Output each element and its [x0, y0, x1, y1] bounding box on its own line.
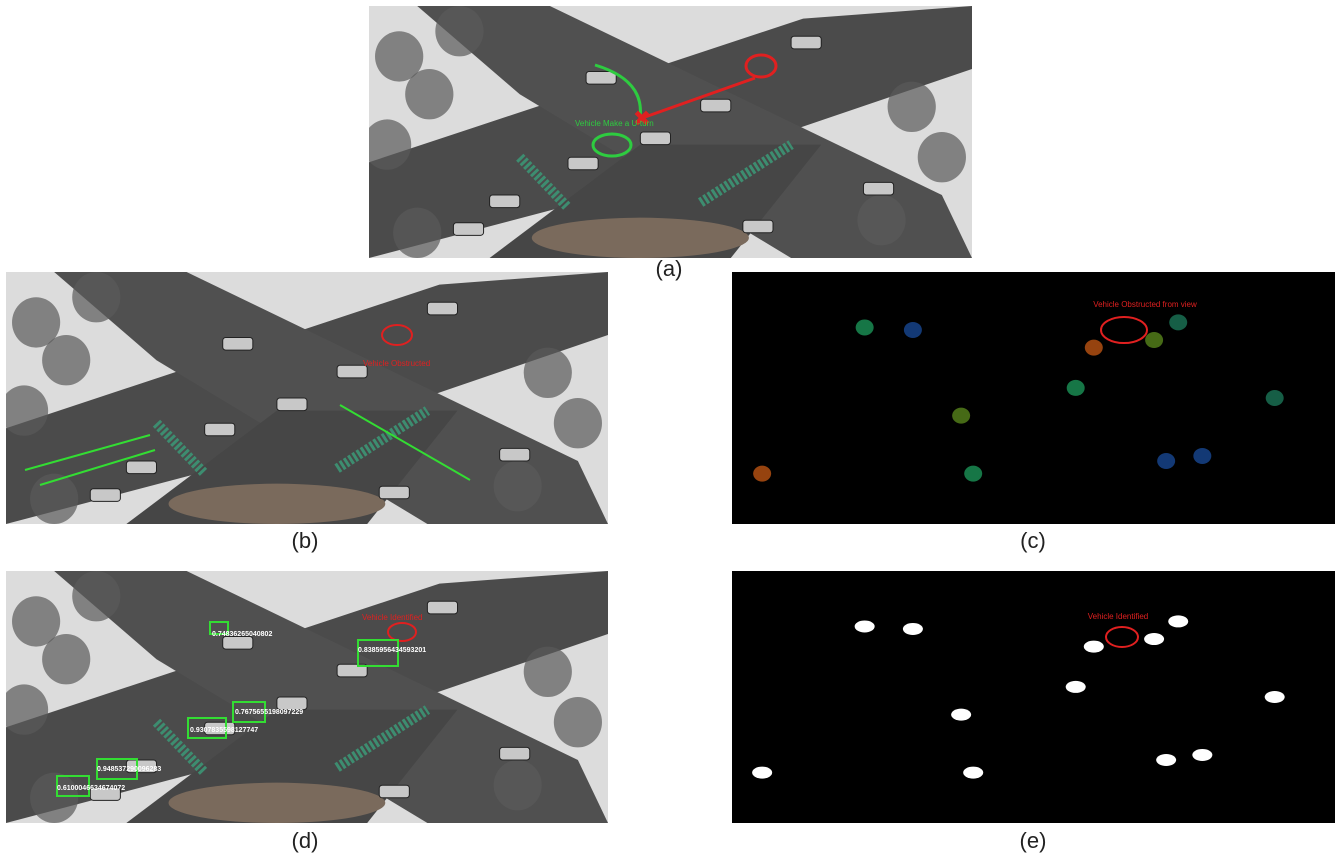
blob [1144, 633, 1164, 645]
car [223, 338, 253, 351]
blob [1168, 615, 1188, 627]
tree [494, 760, 542, 810]
dirt [169, 783, 386, 823]
car [223, 637, 253, 650]
tree [72, 571, 120, 621]
tree [405, 69, 453, 119]
blob [952, 408, 970, 424]
car [500, 747, 530, 760]
annotation: Vehicle Obstructed [363, 359, 430, 368]
car [743, 220, 773, 233]
blob [1192, 749, 1212, 761]
tree [42, 335, 90, 385]
car [90, 489, 120, 502]
dirt [532, 218, 749, 258]
caption: (d) [292, 828, 319, 853]
tree [888, 82, 936, 132]
dirt [169, 484, 386, 524]
car [126, 461, 156, 474]
car [586, 72, 616, 85]
blob [856, 319, 874, 335]
tree [72, 272, 120, 322]
confidence: 0.948537290096283 [97, 766, 161, 773]
confidence: 0.74836265040802 [212, 631, 272, 638]
figure: ✖Vehicle Make a U-turn Vehicle Obstructed… [0, 0, 1340, 858]
car [701, 99, 731, 112]
caption: (b) [292, 528, 319, 553]
confidence: 0.7675655198097229 [235, 709, 303, 716]
car [379, 785, 409, 798]
caption: (c) [1020, 528, 1046, 553]
tree [494, 461, 542, 511]
blob [855, 620, 875, 632]
street-photo: Vehicle Obstructed [0, 272, 608, 524]
foreground-mask: Vehicle Identified [732, 571, 1335, 823]
street-photo: ✖Vehicle Make a U-turn [363, 6, 972, 258]
blob [1084, 641, 1104, 653]
tree [554, 398, 602, 448]
blob [1157, 453, 1175, 469]
blob [951, 709, 971, 721]
tree [30, 773, 78, 823]
car [205, 423, 235, 436]
blob [964, 466, 982, 482]
annotation: Vehicle Obstructed from view [1093, 300, 1197, 309]
car [277, 697, 307, 710]
background [732, 272, 1335, 524]
blob [1085, 340, 1103, 356]
street-photo: Vehicle Identified 0.74836265040802 0.8385… [0, 571, 608, 823]
tree [524, 348, 572, 398]
car [427, 601, 457, 614]
tree [0, 684, 48, 734]
annotation: Vehicle Identified [1088, 612, 1149, 621]
tree [857, 195, 905, 245]
blob [1169, 314, 1187, 330]
confidence: 0.9307835598127747 [190, 727, 258, 734]
tree [0, 385, 48, 435]
car [568, 157, 598, 170]
blob [1067, 380, 1085, 396]
car [277, 398, 307, 411]
confidence: 0.6100046634674072 [57, 785, 125, 792]
tree [554, 697, 602, 747]
background [732, 571, 1335, 823]
blob [1156, 754, 1176, 766]
tree [524, 647, 572, 697]
blob [753, 466, 771, 482]
car [490, 195, 520, 208]
blob [1193, 448, 1211, 464]
car [379, 486, 409, 499]
car [640, 132, 670, 145]
blob [1265, 691, 1285, 703]
car [863, 182, 893, 195]
optical-flow: Vehicle Obstructed from view [732, 272, 1335, 524]
tree [363, 119, 411, 169]
confidence: 0.8385956434593201 [358, 647, 426, 654]
blob [1145, 332, 1163, 348]
tree [42, 634, 90, 684]
tree [435, 6, 483, 56]
tree [393, 208, 441, 258]
car [427, 302, 457, 315]
caption: (a) [656, 256, 683, 281]
caption: (e) [1020, 828, 1047, 853]
annotation: Vehicle Make a U-turn [575, 119, 654, 128]
car [791, 36, 821, 49]
annotation: Vehicle Identified [362, 613, 423, 622]
blob [1266, 390, 1284, 406]
car [500, 448, 530, 461]
tree [918, 132, 966, 182]
blob [752, 767, 772, 779]
blob [903, 623, 923, 635]
blob [904, 322, 922, 338]
car [453, 223, 483, 236]
blob [963, 767, 983, 779]
blob [1066, 681, 1086, 693]
